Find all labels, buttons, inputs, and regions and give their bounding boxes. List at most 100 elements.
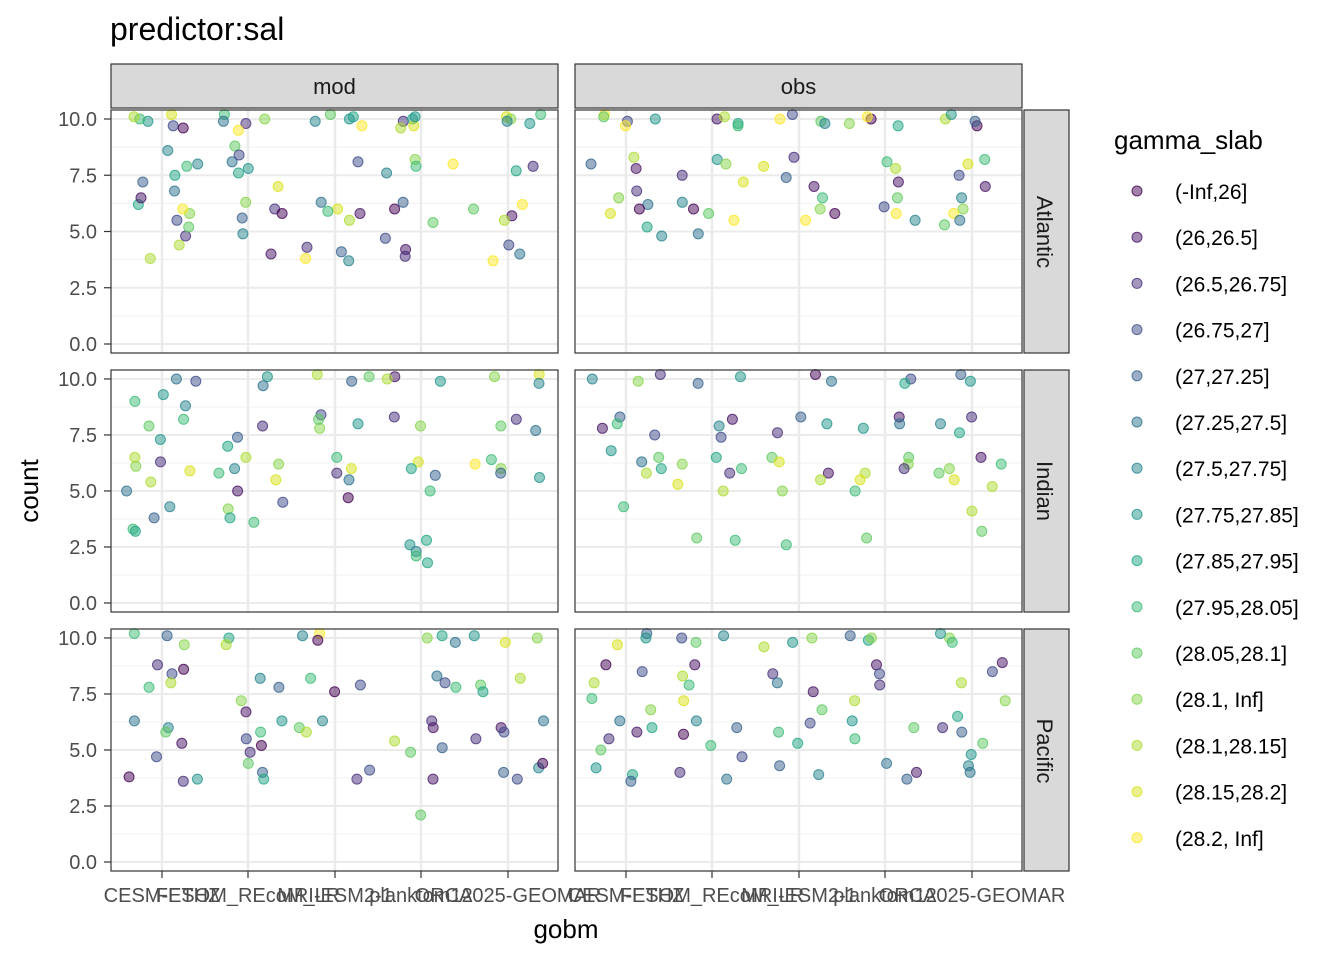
data-point <box>332 203 344 215</box>
data-point <box>535 109 547 120</box>
data-point <box>871 659 882 671</box>
data-point <box>272 181 284 192</box>
data-point <box>184 465 196 477</box>
data-point <box>143 420 155 432</box>
legend-label: (27,27.25] <box>1175 366 1270 389</box>
legend-label: (28.15,28.2] <box>1175 782 1287 805</box>
data-point <box>489 371 500 383</box>
data-point <box>439 677 451 689</box>
data-point <box>890 163 902 174</box>
legend-label: (28.1,28.15] <box>1175 735 1287 758</box>
data-point <box>719 111 730 123</box>
data-point <box>955 369 967 380</box>
data-point <box>894 418 906 430</box>
data-point <box>345 463 357 475</box>
data-point <box>301 241 313 253</box>
data-point <box>160 726 172 738</box>
data-point <box>829 208 841 219</box>
data-point <box>495 467 507 479</box>
legend: gamma_slab (-Inf,26] (26,26.5] (26.5,26.75… <box>1114 125 1299 851</box>
data-point <box>613 192 625 204</box>
strip-label-mod: mod <box>313 74 356 99</box>
y-tick-label: 0.0 <box>69 852 97 874</box>
data-point <box>237 228 249 240</box>
data-point <box>909 214 921 226</box>
legend-key <box>1131 693 1143 705</box>
data-point <box>678 695 690 707</box>
facet-panels <box>110 109 1023 872</box>
data-point <box>692 377 704 389</box>
x-tick-label: FESOM_REcoM_LR <box>620 885 805 907</box>
data-point <box>891 192 903 204</box>
data-point <box>240 196 252 208</box>
data-point <box>405 746 417 758</box>
data-point <box>276 208 288 219</box>
data-point <box>331 467 343 479</box>
legend-label: (27.5,27.75] <box>1175 458 1287 481</box>
data-point <box>311 369 323 380</box>
data-point <box>255 726 267 738</box>
data-point <box>258 773 270 785</box>
data-point <box>498 214 510 226</box>
data-point <box>167 120 179 132</box>
y-tick-labels: 0.0 2.5 5.0 7.5 10.0 0.0 2.5 5.0 7.5 10.0 0.0 2.5 5.… <box>58 109 111 874</box>
data-point <box>498 766 510 778</box>
data-point <box>807 686 819 698</box>
data-point <box>277 496 289 508</box>
data-point <box>901 773 913 785</box>
data-point <box>857 422 869 434</box>
data-point <box>614 715 626 727</box>
data-point <box>911 766 922 778</box>
data-point <box>948 208 960 219</box>
data-point <box>986 666 998 678</box>
data-point <box>964 766 976 778</box>
x-tick-label: MRI-ESM2-1 <box>277 885 393 907</box>
data-point <box>966 505 978 517</box>
data-point <box>397 196 409 208</box>
data-point <box>718 630 730 642</box>
data-point <box>653 451 665 463</box>
data-point <box>143 681 155 693</box>
data-point <box>774 113 786 125</box>
data-point <box>815 474 826 486</box>
data-point <box>786 109 798 120</box>
data-point <box>618 501 630 513</box>
data-point <box>255 740 267 751</box>
data-point <box>527 160 539 172</box>
data-point <box>173 239 185 251</box>
data-point <box>487 255 499 267</box>
data-point <box>342 492 354 504</box>
data-point <box>169 185 180 197</box>
data-point <box>676 169 688 181</box>
data-point <box>261 371 273 383</box>
legend-label: (28.05,28.1] <box>1175 643 1287 666</box>
data-point <box>771 677 783 689</box>
data-point <box>946 636 958 648</box>
data-point <box>499 636 511 648</box>
data-point <box>728 214 740 226</box>
data-point <box>148 512 160 524</box>
legend-key <box>1131 185 1143 197</box>
legend-key <box>1131 370 1143 382</box>
data-point <box>717 485 729 497</box>
strip-bg-indian <box>1023 369 1070 613</box>
legend-label: (27.75,27.85] <box>1175 504 1299 527</box>
legend-key <box>1131 324 1143 336</box>
data-point <box>908 722 920 734</box>
x-tick-label: planktom12 <box>833 885 936 907</box>
data-point <box>191 773 203 785</box>
data-point <box>821 418 833 430</box>
x-tick-label: ORCA025-GEOMAR <box>415 885 602 907</box>
legend-key <box>1131 832 1143 844</box>
data-point <box>737 176 749 188</box>
x-tick-label: CESM-ETHZ <box>568 885 685 907</box>
data-point <box>890 208 902 219</box>
data-point <box>300 726 312 738</box>
panel-mod-pacific <box>110 628 559 872</box>
data-point <box>232 124 244 136</box>
data-point <box>470 733 482 745</box>
data-point <box>389 735 401 747</box>
data-point <box>713 420 725 432</box>
legend-label: (-Inf,26] <box>1175 181 1247 204</box>
data-point <box>956 192 968 204</box>
